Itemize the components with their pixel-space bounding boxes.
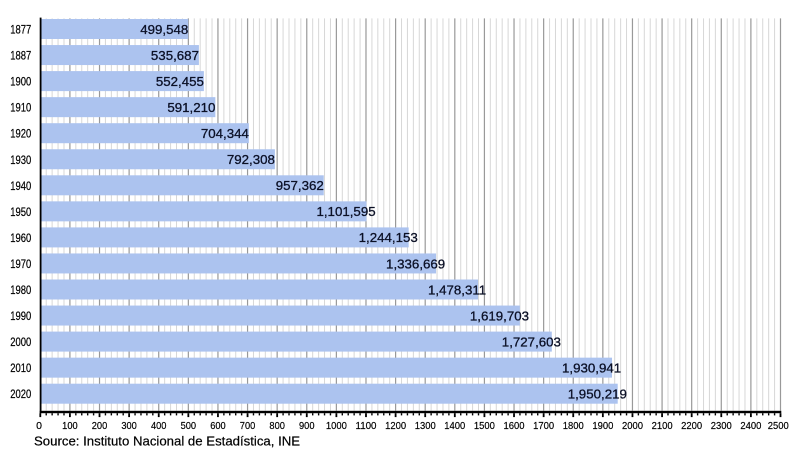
svg-text:1,336,669: 1,336,669 <box>386 256 445 271</box>
svg-text:1200: 1200 <box>385 420 406 432</box>
svg-text:1,619,703: 1,619,703 <box>470 308 529 323</box>
svg-text:1920: 1920 <box>10 127 31 141</box>
svg-text:600: 600 <box>210 420 226 432</box>
svg-text:792,308: 792,308 <box>227 152 275 167</box>
svg-text:1,244,153: 1,244,153 <box>359 230 418 245</box>
svg-text:2300: 2300 <box>711 420 732 432</box>
svg-text:0: 0 <box>36 420 42 432</box>
svg-text:700: 700 <box>240 420 256 432</box>
svg-text:2000: 2000 <box>10 335 31 349</box>
svg-text:2100: 2100 <box>652 420 673 432</box>
svg-text:1800: 1800 <box>563 420 584 432</box>
svg-text:1900: 1900 <box>10 75 31 89</box>
svg-text:704,344: 704,344 <box>201 126 249 141</box>
svg-text:2200: 2200 <box>681 420 702 432</box>
svg-text:1,930,941: 1,930,941 <box>562 360 621 375</box>
svg-text:1877: 1877 <box>10 23 31 37</box>
svg-text:1,950,219: 1,950,219 <box>568 387 627 402</box>
svg-text:500: 500 <box>181 420 197 432</box>
svg-text:2010: 2010 <box>10 361 31 375</box>
svg-text:2020: 2020 <box>10 387 31 401</box>
svg-text:1940: 1940 <box>10 179 31 193</box>
svg-text:300: 300 <box>121 420 137 432</box>
svg-text:1960: 1960 <box>10 231 31 245</box>
svg-text:1887: 1887 <box>10 49 31 63</box>
svg-text:535,687: 535,687 <box>151 48 199 63</box>
svg-text:1,478,311: 1,478,311 <box>428 282 486 297</box>
svg-text:1000: 1000 <box>326 420 347 432</box>
svg-text:2500: 2500 <box>768 420 789 432</box>
svg-text:1400: 1400 <box>444 420 465 432</box>
svg-text:800: 800 <box>269 420 285 432</box>
svg-text:957,362: 957,362 <box>276 178 324 193</box>
svg-text:1930: 1930 <box>10 153 31 167</box>
svg-text:2400: 2400 <box>740 420 761 432</box>
svg-text:1970: 1970 <box>10 257 31 271</box>
svg-text:552,455: 552,455 <box>156 74 204 89</box>
svg-text:Source: Instituto Nacional de: Source: Instituto Nacional de Estadístic… <box>34 434 300 449</box>
svg-text:1,101,595: 1,101,595 <box>316 204 375 219</box>
svg-text:400: 400 <box>151 420 167 432</box>
svg-text:1,727,603: 1,727,603 <box>502 334 561 349</box>
svg-text:1500: 1500 <box>474 420 495 432</box>
svg-text:1700: 1700 <box>533 420 554 432</box>
svg-text:591,210: 591,210 <box>167 100 215 115</box>
svg-text:1990: 1990 <box>10 309 31 323</box>
svg-text:1900: 1900 <box>592 420 613 432</box>
svg-text:1100: 1100 <box>355 420 376 432</box>
svg-text:1950: 1950 <box>10 205 31 219</box>
svg-text:1910: 1910 <box>10 101 31 115</box>
svg-text:499,548: 499,548 <box>140 22 188 37</box>
svg-text:1300: 1300 <box>415 420 436 432</box>
svg-text:1600: 1600 <box>504 420 525 432</box>
svg-text:200: 200 <box>92 420 108 432</box>
svg-text:2000: 2000 <box>622 420 643 432</box>
svg-text:1980: 1980 <box>10 283 31 297</box>
svg-text:100: 100 <box>62 420 78 432</box>
svg-text:900: 900 <box>299 420 315 432</box>
